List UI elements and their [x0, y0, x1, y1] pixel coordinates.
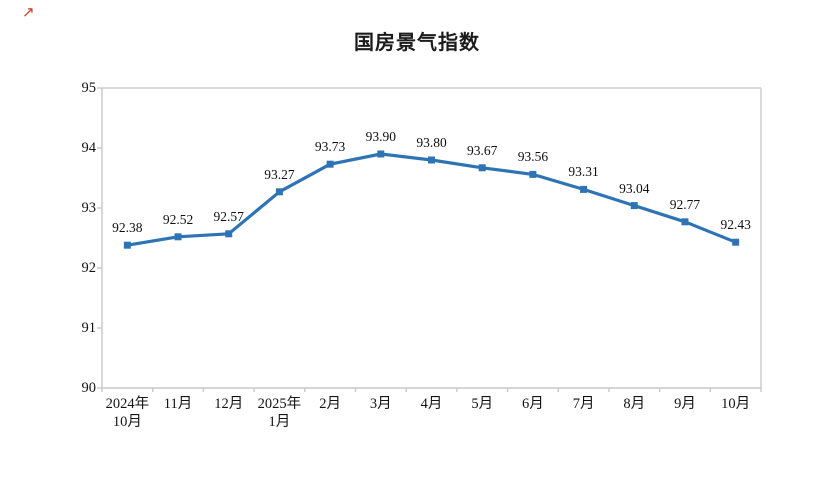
data-point-label: 92.38: [112, 220, 143, 236]
data-point-label: 92.52: [162, 211, 194, 227]
data-point-label: 93.90: [365, 129, 396, 144]
x-tick-label: 5月: [471, 396, 494, 412]
y-tick-label: 93: [81, 200, 97, 216]
corner-mark: ↗: [22, 4, 35, 21]
chart-title: 国房景气指数: [354, 32, 480, 54]
x-tick-label: 12月: [214, 396, 244, 412]
data-point-marker: [681, 218, 689, 226]
x-tick-label: 8月: [623, 396, 646, 412]
x-tick-label: 11月: [163, 396, 193, 412]
y-tick-label: 95: [81, 80, 97, 96]
y-tick-label: 94: [81, 140, 97, 156]
x-tick-label: 2月: [319, 396, 341, 412]
data-point-label: 92.77: [669, 196, 701, 212]
data-point-marker: [377, 150, 385, 158]
data-point-label: 93.04: [619, 180, 650, 196]
data-point-label: 93.67: [467, 142, 498, 158]
x-tick-label: 2024年 10月: [105, 396, 150, 430]
data-point-label: 93.56: [517, 149, 549, 165]
data-point-label: 92.43: [720, 217, 751, 233]
data-point-label: 93.27: [264, 166, 295, 182]
data-point-label: 93.31: [568, 164, 599, 180]
x-tick-label: 3月: [369, 396, 392, 412]
data-point-marker: [326, 160, 334, 168]
data-point-marker: [580, 185, 588, 193]
x-tick-label: 6月: [522, 396, 544, 412]
data-point-marker: [732, 238, 740, 246]
data-point-marker: [123, 241, 131, 249]
data-point-marker: [225, 230, 233, 238]
data-point-marker: [428, 156, 435, 164]
x-tick-label: 10月: [721, 396, 751, 412]
y-tick-label: 91: [81, 320, 97, 336]
x-tick-label: 2025年 1月: [257, 396, 302, 430]
data-point-marker: [478, 164, 486, 172]
data-point-marker: [174, 233, 182, 241]
data-point-marker: [529, 170, 537, 178]
y-tick-label: 92: [81, 260, 97, 276]
x-tick-label: 9月: [674, 396, 696, 412]
y-tick-label: 90: [81, 380, 97, 396]
x-tick-label: 4月: [420, 396, 443, 412]
y-axis-labels: 90 91 92 93 94 95: [0, 0, 97, 482]
data-point-label: 92.57: [213, 208, 244, 224]
data-point-label: 93.73: [314, 139, 346, 155]
data-point-label: 93.80: [416, 135, 447, 150]
data-point-marker: [275, 188, 283, 196]
data-point-marker: [630, 202, 638, 210]
x-tick-label: 7月: [572, 396, 595, 412]
x-axis-labels: 2024年 10月 11月 12月 2025年 1月 2月 3月 4月 5月 6月 7月 8月 9月 1…: [0, 396, 834, 456]
